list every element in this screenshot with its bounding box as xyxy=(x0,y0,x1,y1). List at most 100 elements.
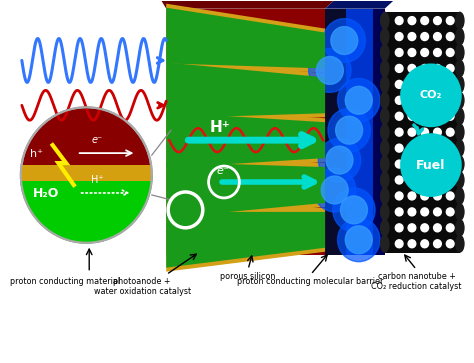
Circle shape xyxy=(345,226,372,254)
Ellipse shape xyxy=(455,44,465,61)
Polygon shape xyxy=(166,4,325,73)
Circle shape xyxy=(434,49,441,57)
Circle shape xyxy=(319,138,361,182)
Ellipse shape xyxy=(380,171,390,189)
Ellipse shape xyxy=(380,107,390,125)
Polygon shape xyxy=(385,44,460,61)
Polygon shape xyxy=(346,9,373,255)
Ellipse shape xyxy=(380,28,390,45)
Ellipse shape xyxy=(455,60,465,77)
Text: e⁻: e⁻ xyxy=(91,135,102,145)
Polygon shape xyxy=(325,9,346,255)
Circle shape xyxy=(400,133,462,197)
Circle shape xyxy=(434,96,441,104)
Circle shape xyxy=(408,240,416,248)
Polygon shape xyxy=(166,158,325,222)
Circle shape xyxy=(421,240,428,248)
Polygon shape xyxy=(166,208,325,272)
Circle shape xyxy=(408,192,416,200)
Circle shape xyxy=(328,108,370,152)
Polygon shape xyxy=(166,58,325,122)
Text: e⁻: e⁻ xyxy=(216,166,229,176)
Circle shape xyxy=(395,224,403,232)
Circle shape xyxy=(421,192,428,200)
Circle shape xyxy=(395,144,403,152)
Ellipse shape xyxy=(455,28,465,45)
Circle shape xyxy=(434,17,441,25)
Circle shape xyxy=(434,33,441,41)
Polygon shape xyxy=(385,187,460,205)
Circle shape xyxy=(421,128,428,136)
Text: Fuel: Fuel xyxy=(416,159,446,172)
Circle shape xyxy=(395,192,403,200)
Ellipse shape xyxy=(380,123,390,141)
Circle shape xyxy=(421,33,428,41)
Circle shape xyxy=(395,240,403,248)
Ellipse shape xyxy=(380,44,390,61)
Circle shape xyxy=(408,80,416,88)
Circle shape xyxy=(395,17,403,25)
Circle shape xyxy=(421,224,428,232)
Circle shape xyxy=(447,240,454,248)
Circle shape xyxy=(434,128,441,136)
Text: H₂O: H₂O xyxy=(33,187,60,200)
Ellipse shape xyxy=(380,12,390,29)
Circle shape xyxy=(340,196,367,224)
Circle shape xyxy=(447,17,454,25)
Circle shape xyxy=(408,49,416,57)
Ellipse shape xyxy=(380,219,390,237)
Circle shape xyxy=(395,33,403,41)
Ellipse shape xyxy=(455,203,465,221)
Polygon shape xyxy=(156,0,342,9)
Circle shape xyxy=(421,160,428,168)
Polygon shape xyxy=(385,171,460,189)
Polygon shape xyxy=(385,12,460,29)
Circle shape xyxy=(447,128,454,136)
Text: photoanode +
water oxidation catalyst: photoanode + water oxidation catalyst xyxy=(93,277,191,296)
Polygon shape xyxy=(385,139,460,157)
Ellipse shape xyxy=(380,60,390,77)
Ellipse shape xyxy=(455,219,465,237)
Ellipse shape xyxy=(380,235,390,253)
Circle shape xyxy=(408,96,416,104)
Circle shape xyxy=(447,65,454,73)
Polygon shape xyxy=(385,203,460,221)
Circle shape xyxy=(408,17,416,25)
Ellipse shape xyxy=(455,171,465,189)
Ellipse shape xyxy=(455,12,465,29)
Polygon shape xyxy=(385,91,460,109)
Ellipse shape xyxy=(455,91,465,109)
Polygon shape xyxy=(21,165,152,181)
Circle shape xyxy=(408,176,416,184)
Circle shape xyxy=(421,144,428,152)
Polygon shape xyxy=(373,9,385,255)
Circle shape xyxy=(447,176,454,184)
Circle shape xyxy=(313,168,356,212)
Circle shape xyxy=(421,112,428,120)
Circle shape xyxy=(316,57,343,84)
Circle shape xyxy=(434,176,441,184)
Circle shape xyxy=(395,160,403,168)
Circle shape xyxy=(434,112,441,120)
Circle shape xyxy=(395,128,403,136)
Circle shape xyxy=(395,96,403,104)
Polygon shape xyxy=(385,107,460,125)
Circle shape xyxy=(434,192,441,200)
Circle shape xyxy=(395,208,403,216)
Ellipse shape xyxy=(455,187,465,205)
Circle shape xyxy=(408,160,416,168)
Polygon shape xyxy=(385,76,460,93)
Circle shape xyxy=(447,208,454,216)
Circle shape xyxy=(395,80,403,88)
Circle shape xyxy=(395,49,403,57)
Ellipse shape xyxy=(455,107,465,125)
Circle shape xyxy=(408,208,416,216)
Circle shape xyxy=(434,80,441,88)
Circle shape xyxy=(326,146,353,174)
Circle shape xyxy=(447,144,454,152)
Circle shape xyxy=(447,80,454,88)
Polygon shape xyxy=(385,28,460,45)
Circle shape xyxy=(447,192,454,200)
Polygon shape xyxy=(166,108,325,172)
Circle shape xyxy=(447,96,454,104)
